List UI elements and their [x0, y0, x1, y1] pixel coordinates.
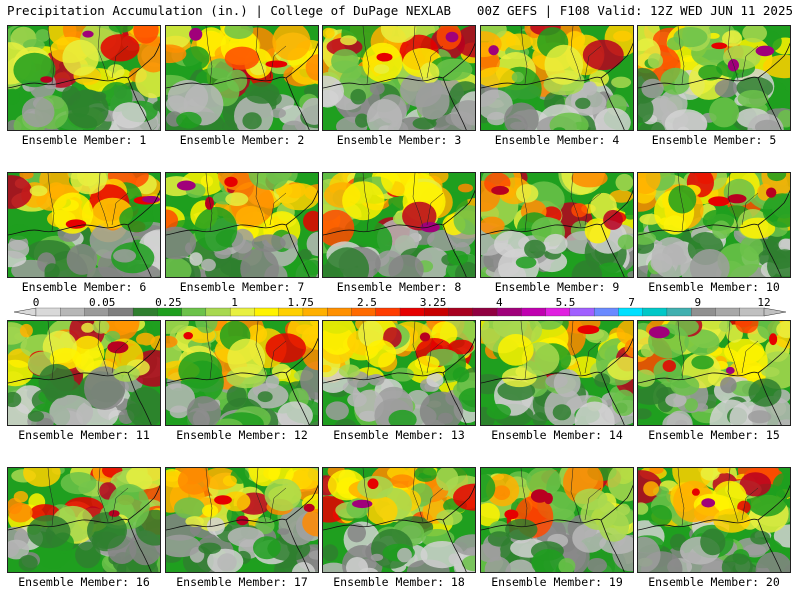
ensemble-member-label: Ensemble Member: 17 — [176, 575, 308, 589]
valid-time: 00Z GEFS | F108 Valid: 12Z WED JUN 11 20… — [476, 3, 793, 18]
colorbar-tick-label: 9 — [694, 296, 701, 309]
precip-colorbar: 0 0.05 0.25 1 1.75 2.5 3.25 4 5.5 7 9 12 — [13, 296, 787, 317]
colorbar-tick-label: 1.75 — [287, 296, 314, 309]
colorbar-tick-label: 3.25 — [420, 296, 447, 309]
ensemble-member-label: Ensemble Member: 7 — [179, 280, 305, 294]
ensemble-member-label: Ensemble Member: 16 — [18, 575, 150, 589]
ensemble-member-label: Ensemble Member: 5 — [651, 133, 777, 147]
ensemble-member-map — [165, 467, 319, 573]
colorbar-swatch — [254, 307, 280, 317]
colorbar-swatch — [108, 307, 134, 317]
ensemble-member-label: Ensemble Member: 6 — [21, 280, 147, 294]
ensemble-member-label: Ensemble Member: 15 — [648, 428, 780, 442]
ensemble-member-label: Ensemble Member: 3 — [336, 133, 462, 147]
colorbar-swatch — [691, 307, 716, 317]
ensemble-member-map — [480, 172, 634, 278]
colorbar-swatch — [375, 307, 401, 317]
colorbar-swatch — [351, 307, 377, 317]
colorbar-swatch — [593, 307, 619, 317]
ensemble-member-label: Ensemble Member: 4 — [494, 133, 620, 147]
colorbar-swatch — [302, 307, 328, 317]
colorbar-tick-label: 0 — [33, 296, 40, 309]
ensemble-member-label: Ensemble Member: 10 — [648, 280, 780, 294]
colorbar-swatch — [229, 307, 255, 317]
ensemble-member-label: Ensemble Member: 18 — [333, 575, 465, 589]
colorbar-swatch — [739, 307, 765, 317]
colorbar-tick-label: 4 — [496, 296, 503, 309]
ensemble-member-map — [7, 467, 161, 573]
colorbar-swatch — [181, 307, 207, 317]
ensemble-member-map — [322, 320, 476, 426]
colorbar-swatch — [521, 307, 547, 317]
colorbar-swatch — [399, 307, 425, 317]
ensemble-member-label: Ensemble Member: 12 — [176, 428, 308, 442]
colorbar-tick-label: 7 — [628, 296, 635, 309]
colorbar-tick-label: 1 — [231, 296, 238, 309]
colorbar-swatch — [60, 307, 85, 317]
ensemble-member-label: Ensemble Member: 8 — [336, 280, 462, 294]
ensemble-member-map — [480, 467, 634, 573]
ensemble-member-map — [165, 320, 319, 426]
ensemble-member-label: Ensemble Member: 9 — [494, 280, 620, 294]
colorbar-swatch — [472, 307, 498, 317]
colorbar-right-arrow — [763, 307, 787, 317]
ensemble-member-label: Ensemble Member: 14 — [491, 428, 623, 442]
ensemble-member-map — [637, 467, 791, 573]
colorbar-swatch — [715, 307, 741, 317]
ensemble-member-map — [480, 25, 634, 131]
ensemble-member-map — [637, 25, 791, 131]
ensemble-member-map — [480, 320, 634, 426]
colorbar-tick-label: 0.05 — [89, 296, 116, 309]
colorbar-tick-label: 2.5 — [357, 296, 377, 309]
colorbar-swatch — [84, 307, 110, 317]
colorbar-swatch — [205, 307, 231, 317]
colorbar-tick-label: 12 — [757, 296, 770, 309]
colorbar-tick-label: 5.5 — [556, 296, 576, 309]
ensemble-member-label: Ensemble Member: 2 — [179, 133, 305, 147]
colorbar-swatch — [132, 307, 158, 317]
map-title: Precipitation Accumulation (in.) | Colle… — [7, 3, 452, 18]
ensemble-member-map — [165, 25, 319, 131]
ensemble-member-label: Ensemble Member: 11 — [18, 428, 150, 442]
ensemble-member-map — [322, 25, 476, 131]
colorbar-swatch — [642, 307, 668, 317]
colorbar-swatch — [35, 307, 61, 317]
colorbar-swatch — [448, 307, 474, 317]
ensemble-member-map — [7, 172, 161, 278]
ensemble-member-map — [322, 172, 476, 278]
colorbar-swatch — [424, 307, 449, 317]
colorbar-tick-label: 0.25 — [155, 296, 182, 309]
colorbar-swatch — [327, 307, 352, 317]
colorbar-swatch — [569, 307, 595, 317]
ensemble-member-label: Ensemble Member: 19 — [491, 575, 623, 589]
ensemble-member-map — [637, 320, 791, 426]
colorbar-swatch — [666, 307, 692, 317]
colorbar-swatch — [545, 307, 571, 317]
colorbar-swatch — [157, 307, 183, 317]
colorbar-swatch — [278, 307, 304, 317]
ensemble-member-map — [322, 467, 476, 573]
ensemble-member-label: Ensemble Member: 1 — [21, 133, 147, 147]
ensemble-member-label: Ensemble Member: 13 — [333, 428, 465, 442]
ensemble-member-map — [7, 320, 161, 426]
ensemble-member-map — [637, 172, 791, 278]
ensemble-member-label: Ensemble Member: 20 — [648, 575, 780, 589]
colorbar-swatch — [618, 307, 644, 317]
colorbar-swatch — [496, 307, 522, 317]
colorbar-left-arrow — [13, 307, 37, 317]
ensemble-member-map — [7, 25, 161, 131]
ensemble-member-map — [165, 172, 319, 278]
